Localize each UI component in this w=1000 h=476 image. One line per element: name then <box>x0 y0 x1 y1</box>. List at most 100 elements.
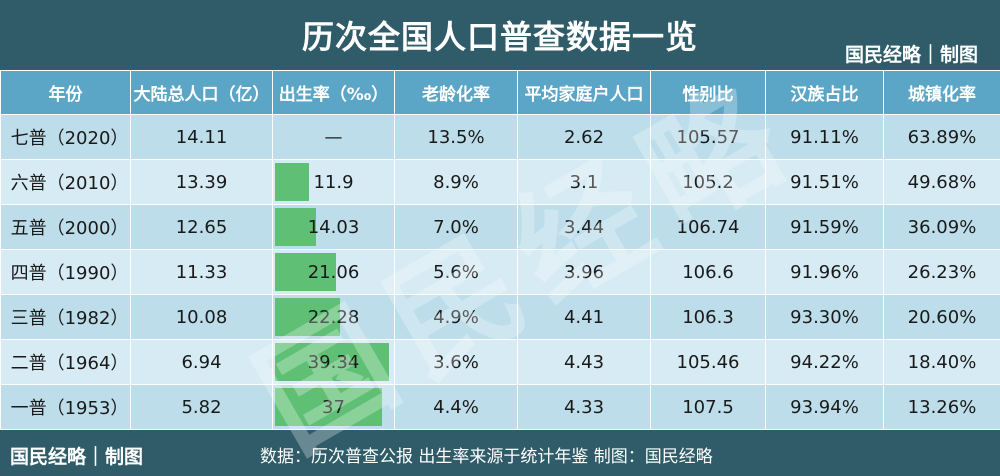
header-year: 年份 <box>0 70 131 115</box>
cell-year-text: 七普（2020） <box>10 128 129 149</box>
cell-population-text: 14.11 <box>175 126 228 148</box>
table-row: 六普（2010） 13.39 11.9 8.9% 3.1 105.2 91.51% 49.68… <box>0 159 1000 205</box>
cell-urban-text: 13.26% <box>907 396 977 418</box>
cell-population-text: 10.08 <box>175 306 228 328</box>
birth-rate-bar <box>275 298 340 336</box>
cell-birth-rate: 14.03 <box>272 204 395 250</box>
cell-birth-rate-text: 11.9 <box>313 171 354 193</box>
cell-population: 5.82 <box>130 384 273 430</box>
cell-birth-rate-text: 22.28 <box>307 306 360 328</box>
cell-sex-ratio-text: 106.6 <box>682 261 734 283</box>
cell-population: 10.08 <box>130 294 273 340</box>
cell-birth-rate-text: 14.03 <box>307 216 360 238</box>
cell-urban: 20.60% <box>883 294 1000 340</box>
title-bar: 历次全国人口普查数据一览 国民经略｜制图 <box>0 0 1000 70</box>
cell-sex-ratio-text: 107.5 <box>682 396 734 418</box>
cell-urban: 18.40% <box>883 339 1000 385</box>
cell-household: 4.33 <box>517 384 651 430</box>
cell-aging-text: 3.6% <box>433 351 479 373</box>
table-row: 五普（2000） 12.65 14.03 7.0% 3.44 106.74 91.59% 36… <box>0 204 1000 250</box>
cell-han: 93.94% <box>765 384 884 430</box>
cell-birth-rate: 39.34 <box>272 339 395 385</box>
cell-sex-ratio: 106.6 <box>650 249 766 295</box>
header-urban: 城镇化率 <box>883 70 1000 115</box>
cell-population: 14.11 <box>130 114 273 160</box>
footer: 国民经略｜制图 数据：历次普查公报 出生率来源于统计年鉴 制图：国民经略 <box>0 430 1000 476</box>
header-sex-ratio: 性别比 <box>650 70 766 115</box>
birth-rate-bar <box>275 163 309 201</box>
header-household: 平均家庭户人口 <box>517 70 651 115</box>
cell-urban-text: 18.40% <box>907 351 977 373</box>
cell-year-text: 五普（2000） <box>10 218 129 239</box>
cell-urban-text: 63.89% <box>907 126 977 148</box>
table-row: 四普（1990） 11.33 21.06 5.6% 3.96 106.6 91.96% 26.… <box>0 249 1000 295</box>
cell-aging: 13.5% <box>394 114 518 160</box>
cell-year: 五普（2000） <box>0 204 131 250</box>
birth-rate-bar <box>275 388 382 426</box>
cell-birth-rate-text: 39.34 <box>307 351 360 373</box>
table-row: 一普（1953） 5.82 37 4.4% 4.33 107.5 93.94% 13.26% <box>0 384 1000 430</box>
cell-han-text: 91.51% <box>790 171 859 193</box>
cell-urban: 26.23% <box>883 249 1000 295</box>
cell-aging: 5.6% <box>394 249 518 295</box>
cell-year: 三普（1982） <box>0 294 131 340</box>
cell-sex-ratio-text: 106.3 <box>682 306 734 328</box>
cell-han-text: 94.22% <box>790 351 859 373</box>
cell-urban-text: 49.68% <box>907 171 977 193</box>
cell-sex-ratio: 105.46 <box>650 339 766 385</box>
cell-aging: 4.9% <box>394 294 518 340</box>
cell-population-text: 11.33 <box>175 261 228 283</box>
cell-population: 11.33 <box>130 249 273 295</box>
table-row: 七普（2020） 14.11 — 13.5% 2.62 105.57 91.11% 63.89… <box>0 114 1000 160</box>
cell-aging-text: 5.6% <box>433 261 479 283</box>
cell-aging: 3.6% <box>394 339 518 385</box>
cell-household: 4.41 <box>517 294 651 340</box>
cell-urban: 63.89% <box>883 114 1000 160</box>
birth-rate-bar <box>275 343 389 381</box>
table-row: 三普（1982） 10.08 22.28 4.9% 4.41 106.3 93.30% 20.… <box>0 294 1000 340</box>
cell-household: 3.96 <box>517 249 651 295</box>
cell-birth-rate: 11.9 <box>272 159 395 205</box>
cell-aging: 7.0% <box>394 204 518 250</box>
cell-year-text: 二普（1964） <box>10 353 129 374</box>
cell-birth-rate: — <box>272 114 395 160</box>
cell-aging-text: 8.9% <box>433 171 479 193</box>
cell-population-text: 5.82 <box>181 396 222 418</box>
cell-sex-ratio: 106.74 <box>650 204 766 250</box>
birth-rate-bar <box>275 253 336 291</box>
cell-household-text: 3.96 <box>563 261 605 283</box>
cell-aging-text: 4.9% <box>433 306 479 328</box>
cell-han: 93.30% <box>765 294 884 340</box>
cell-sex-ratio-text: 105.2 <box>682 171 734 193</box>
cell-aging-text: 4.4% <box>433 396 479 418</box>
cell-sex-ratio-text: 105.57 <box>676 126 740 148</box>
cell-birth-rate-text: 37 <box>322 396 345 418</box>
cell-han-text: 91.96% <box>790 261 859 283</box>
cell-birth-rate: 37 <box>272 384 395 430</box>
source-note: 数据：历次普查公报 出生率来源于统计年鉴 制图：国民经略 <box>260 447 713 467</box>
cell-birth-rate-text: 21.06 <box>307 261 360 283</box>
cell-household-text: 4.41 <box>563 306 605 328</box>
cell-year-text: 三普（1982） <box>10 308 129 329</box>
cell-birth-rate: 22.28 <box>272 294 395 340</box>
cell-han: 91.11% <box>765 114 884 160</box>
cell-han: 94.22% <box>765 339 884 385</box>
cell-population: 6.94 <box>130 339 273 385</box>
cell-han: 91.51% <box>765 159 884 205</box>
page-title: 历次全国人口普查数据一览 <box>301 18 698 56</box>
cell-aging-text: 7.0% <box>433 216 479 238</box>
cell-household-text: 4.43 <box>563 351 605 373</box>
cell-household: 2.62 <box>517 114 651 160</box>
header-population: 大陆总人口（亿） <box>130 70 273 115</box>
cell-han-text: 93.94% <box>790 396 859 418</box>
cell-han: 91.96% <box>765 249 884 295</box>
cell-household-text: 4.33 <box>563 396 605 418</box>
cell-urban: 49.68% <box>883 159 1000 205</box>
census-table: 年份 大陆总人口（亿） 出生率（‰） 老龄化率 平均家庭户人口 性别比 汉族占比… <box>0 70 1000 430</box>
cell-sex-ratio: 105.2 <box>650 159 766 205</box>
cell-household-text: 3.44 <box>563 216 605 238</box>
cell-sex-ratio: 106.3 <box>650 294 766 340</box>
cell-household: 3.44 <box>517 204 651 250</box>
cell-population: 12.65 <box>130 204 273 250</box>
cell-sex-ratio-text: 105.46 <box>676 351 740 373</box>
